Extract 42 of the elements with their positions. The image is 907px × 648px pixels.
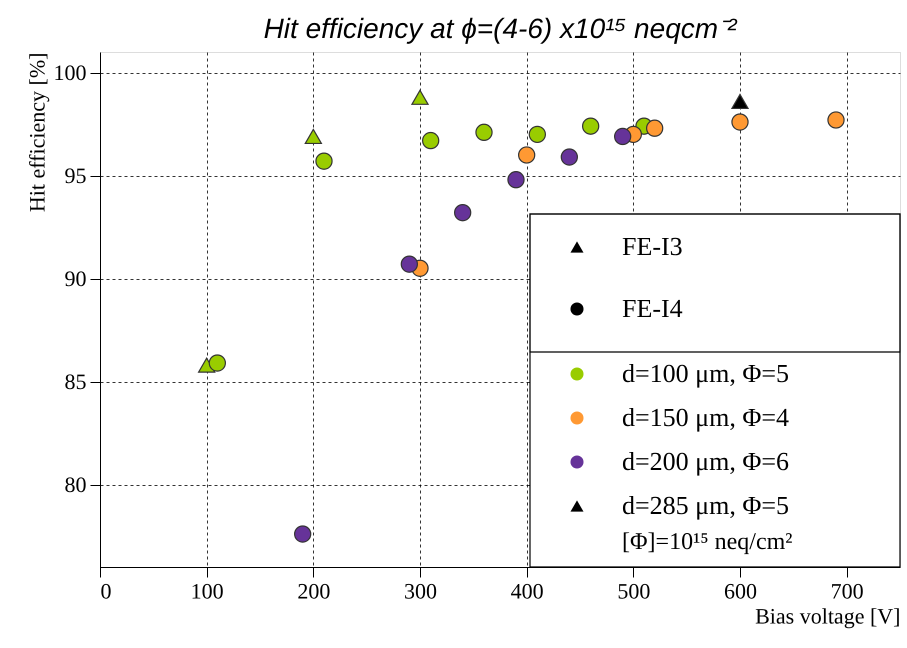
point xyxy=(518,146,536,164)
point xyxy=(475,124,493,141)
point xyxy=(614,128,632,146)
point xyxy=(507,171,525,188)
y-tick-label: 90 xyxy=(64,266,86,292)
legend-label: d=285 μm, Φ=5 xyxy=(622,491,789,520)
x-axis-title: Bias voltage [V] xyxy=(755,604,900,628)
legend-label: d=100 μm, Φ=5 xyxy=(622,359,789,388)
legend-label: FE-I4 xyxy=(622,294,683,323)
point xyxy=(582,118,600,135)
y-axis-title: Hit efficiency [%] xyxy=(24,52,50,212)
point xyxy=(646,120,664,137)
x-tick-label: 500 xyxy=(617,578,650,604)
x-tick-label: 300 xyxy=(404,578,437,604)
point xyxy=(315,152,333,170)
point xyxy=(208,354,226,372)
x-tick-label: 600 xyxy=(724,578,757,604)
point xyxy=(422,132,440,150)
y-tick-label: 85 xyxy=(64,369,86,394)
point xyxy=(304,128,322,144)
x-tick-label: 200 xyxy=(297,578,330,604)
point xyxy=(560,148,578,166)
x-tick-label: 400 xyxy=(510,578,544,604)
chart-title: Hit efficiency at ϕ=(4-6) x10¹⁵ neqcm⁻² xyxy=(264,13,738,44)
x-tick-label: 100 xyxy=(190,578,224,604)
point xyxy=(528,126,546,144)
annotation: [Φ]=10¹⁵ neq/cm² xyxy=(622,529,792,555)
x-tick-label: 0 xyxy=(100,578,112,604)
y-tick-label: 80 xyxy=(64,472,86,498)
legend-label: FE-I3 xyxy=(622,232,683,261)
point xyxy=(731,113,749,131)
point xyxy=(411,90,429,105)
y-tick-label: 100 xyxy=(54,60,86,86)
legend-label: d=150 μm, Φ=4 xyxy=(622,403,789,432)
x-tick-label: 700 xyxy=(830,578,864,604)
legend-label: d=200 μm, Φ=6 xyxy=(622,447,789,476)
y-tick-label: 95 xyxy=(64,163,86,188)
point xyxy=(827,111,845,129)
point xyxy=(400,256,418,273)
point xyxy=(454,204,472,222)
point xyxy=(731,94,749,110)
point xyxy=(294,525,312,543)
